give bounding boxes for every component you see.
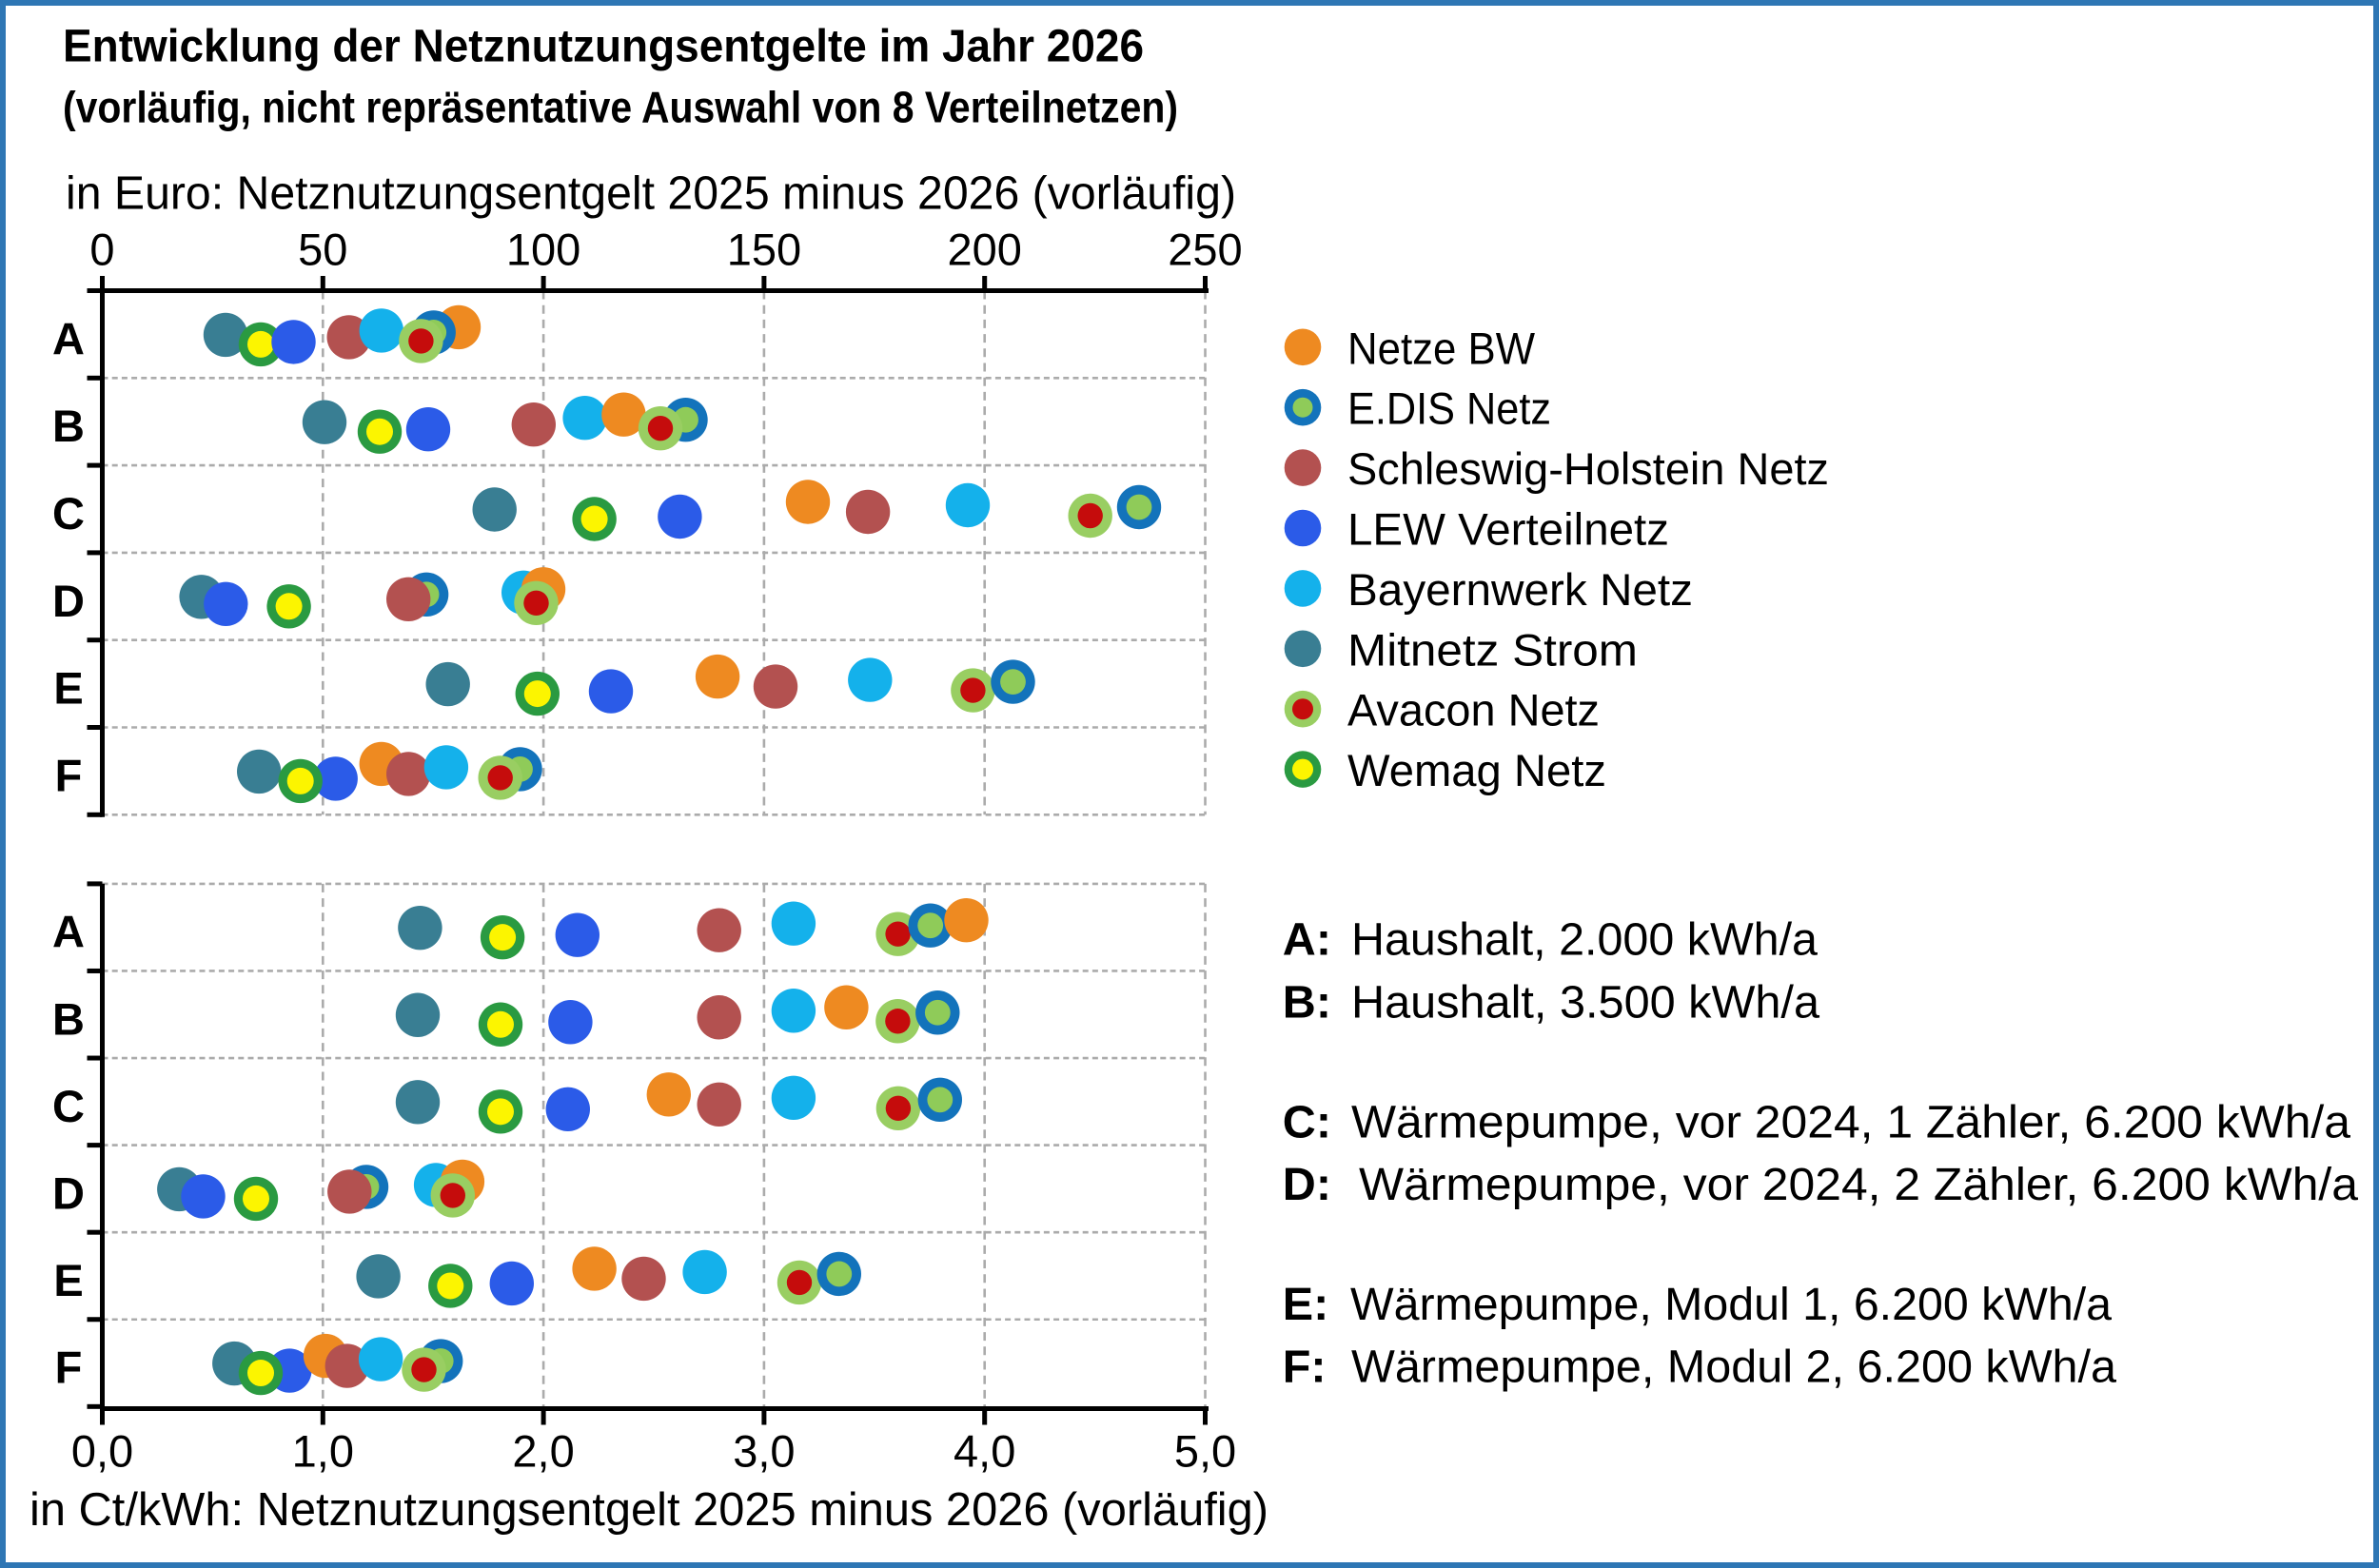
svg-text:Avacon Netz: Avacon Netz [1347, 686, 1600, 736]
svg-text:Wemag Netz: Wemag Netz [1347, 746, 1606, 796]
svg-text:Wärmepumpe, vor 2024, 1 Zähle: Wärmepumpe, vor 2024, 1 Zähler, 6.200 kW… [1351, 1096, 2350, 1147]
svg-text:A: A [52, 313, 85, 363]
svg-text:0: 0 [89, 225, 114, 275]
svg-text:E: E [53, 663, 83, 714]
svg-text:250: 250 [1168, 225, 1242, 275]
svg-text:D:: D: [1283, 1159, 1331, 1210]
svg-text:E: E [53, 1255, 83, 1305]
svg-text:Schleswig-Holstein Netz: Schleswig-Holstein Netz [1347, 444, 1829, 495]
svg-text:B: B [52, 993, 85, 1044]
svg-text:Haushalt, 2.000 kWh/a: Haushalt, 2.000 kWh/a [1351, 914, 1818, 966]
svg-text:D: D [52, 576, 85, 626]
svg-text:Wärmepumpe, vor 2024, 2 Zähle: Wärmepumpe, vor 2024, 2 Zähler, 6.200 kW… [1359, 1159, 2358, 1210]
svg-text:Wärmepumpe, Modul 2, 6.200 kW: Wärmepumpe, Modul 2, 6.200 kWh/a [1351, 1342, 2116, 1393]
svg-text:E.DIS Netz: E.DIS Netz [1347, 384, 1551, 435]
svg-text:5,0: 5,0 [1174, 1426, 1236, 1477]
svg-text:200: 200 [947, 225, 1021, 275]
svg-text:Haushalt, 3.500 kWh/a: Haushalt, 3.500 kWh/a [1351, 976, 1819, 1028]
svg-text:F: F [55, 1343, 83, 1393]
svg-text:D: D [52, 1167, 85, 1218]
svg-text:150: 150 [727, 225, 801, 275]
svg-text:F: F [55, 750, 83, 800]
svg-text:Entwicklung der Netznutzungse: Entwicklung der Netznutzungsentgelte im … [63, 22, 1144, 72]
svg-text:2,0: 2,0 [512, 1426, 574, 1477]
svg-text:in Ct/kWh: Netznutzungsentgelt: in Ct/kWh: Netznutzungsentgelt 2025 minu… [29, 1484, 1268, 1536]
svg-text:F:: F: [1283, 1342, 1327, 1393]
svg-text:A:: A: [1283, 914, 1331, 966]
svg-text:Wärmepumpe, Modul 1, 6.200 kW: Wärmepumpe, Modul 1, 6.200 kWh/a [1350, 1279, 2112, 1330]
svg-text:A: A [52, 907, 85, 957]
svg-text:100: 100 [506, 225, 580, 275]
svg-text:4,0: 4,0 [954, 1426, 1015, 1477]
svg-text:C:: C: [1283, 1096, 1331, 1147]
svg-text:Netze BW: Netze BW [1347, 323, 1535, 374]
svg-text:0,0: 0,0 [71, 1426, 133, 1477]
svg-text:1,0: 1,0 [292, 1426, 354, 1477]
svg-text:E:: E: [1283, 1279, 1329, 1330]
svg-text:C: C [52, 1081, 85, 1131]
svg-text:C: C [52, 488, 85, 539]
svg-text:B: B [52, 401, 85, 451]
svg-text:LEW Verteilnetz: LEW Verteilnetz [1347, 505, 1669, 556]
svg-text:B:: B: [1283, 976, 1331, 1028]
svg-text:Bayernwerk Netz: Bayernwerk Netz [1347, 565, 1693, 616]
svg-text:50: 50 [298, 225, 347, 275]
svg-text:3,0: 3,0 [733, 1426, 795, 1477]
svg-text:Mitnetz Strom: Mitnetz Strom [1347, 625, 1638, 676]
svg-text:in Euro: Netznutzungsentgelt: in Euro: Netznutzungsentgelt 2025 minus … [66, 168, 1236, 220]
svg-text:(vorläufig, nicht repräsentati: (vorläufig, nicht repräsentative Auswahl… [63, 83, 1178, 132]
